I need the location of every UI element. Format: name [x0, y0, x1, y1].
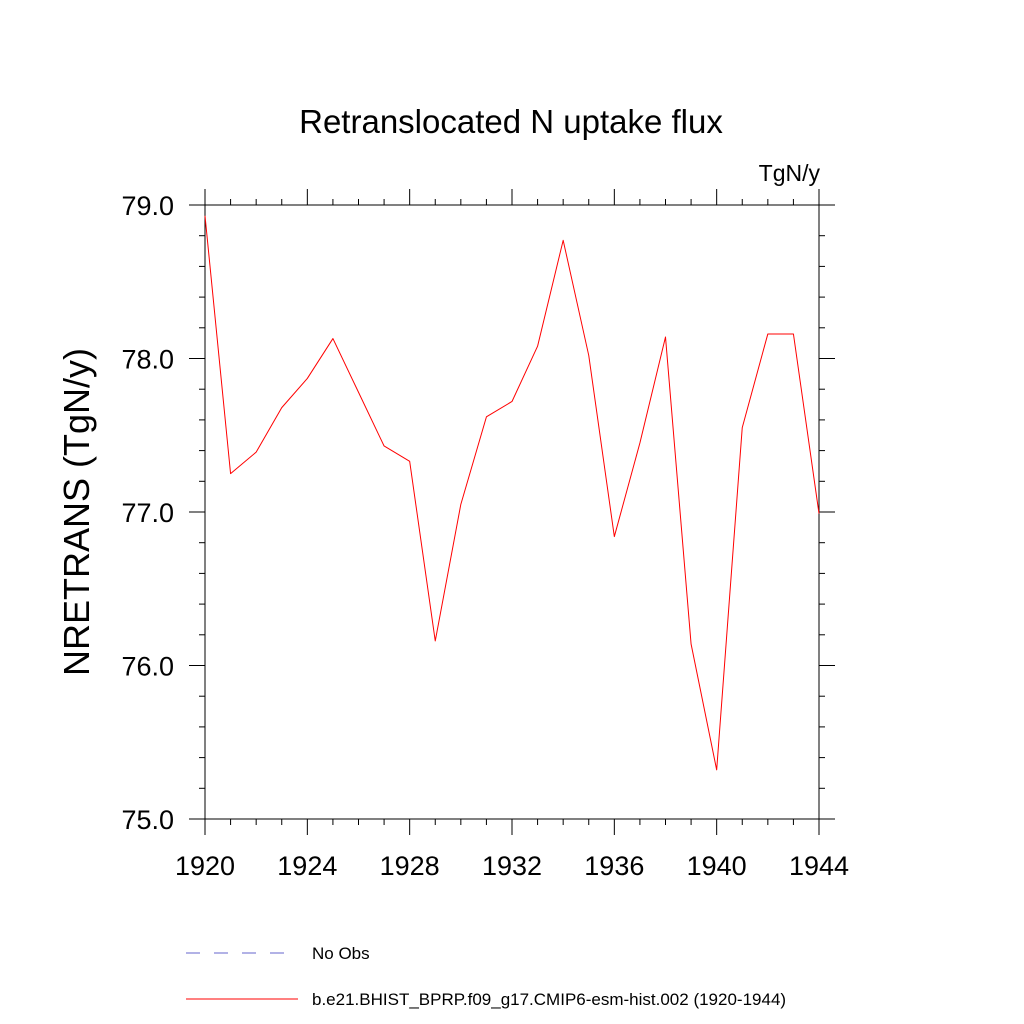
- minor-ticks: [199, 199, 825, 825]
- x-tick-labels: 1920 1924 1928 1932 1936 1940 1944: [175, 851, 849, 881]
- x-tick-label: 1944: [789, 851, 849, 881]
- y-tick-label: 75.0: [121, 805, 174, 835]
- y-tick-labels: 75.0 76.0 77.0 78.0 79.0: [121, 191, 174, 835]
- y-tick-label: 76.0: [121, 652, 174, 682]
- x-tick-label: 1932: [482, 851, 542, 881]
- y-tick-label: 77.0: [121, 498, 174, 528]
- series-line: [204, 215, 820, 771]
- legend-label-no-obs: No Obs: [312, 944, 370, 963]
- x-tick-label: 1928: [380, 851, 440, 881]
- units-label: TgN/y: [759, 160, 821, 186]
- legend-label-model: b.e21.BHIST_BPRP.f09_g17.CMIP6-esm-hist.…: [312, 990, 786, 1009]
- legend: No Obs b.e21.BHIST_BPRP.f09_g17.CMIP6-es…: [186, 944, 786, 1009]
- major-ticks: [189, 189, 835, 835]
- x-tick-label: 1920: [175, 851, 235, 881]
- x-tick-label: 1924: [277, 851, 337, 881]
- x-tick-label: 1940: [687, 851, 747, 881]
- x-tick-label: 1936: [584, 851, 644, 881]
- y-tick-label: 78.0: [121, 345, 174, 375]
- y-axis-label: NRETRANS (TgN/y): [56, 348, 97, 676]
- series-group: [204, 215, 820, 771]
- plot-frame: [204, 204, 820, 820]
- y-tick-label: 79.0: [121, 191, 174, 221]
- chart-title: Retranslocated N uptake flux: [299, 103, 723, 140]
